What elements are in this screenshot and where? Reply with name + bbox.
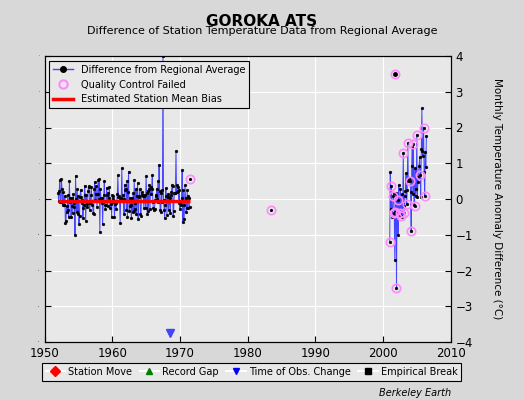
Legend: Difference from Regional Average, Quality Control Failed, Estimated Station Mean: Difference from Regional Average, Qualit… [49, 61, 249, 108]
Text: GOROKA ATS: GOROKA ATS [206, 14, 318, 29]
Legend: Station Move, Record Gap, Time of Obs. Change, Empirical Break: Station Move, Record Gap, Time of Obs. C… [41, 363, 462, 381]
Y-axis label: Monthly Temperature Anomaly Difference (°C): Monthly Temperature Anomaly Difference (… [493, 78, 503, 320]
Text: Difference of Station Temperature Data from Regional Average: Difference of Station Temperature Data f… [87, 26, 437, 36]
Text: Berkeley Earth: Berkeley Earth [378, 388, 451, 398]
